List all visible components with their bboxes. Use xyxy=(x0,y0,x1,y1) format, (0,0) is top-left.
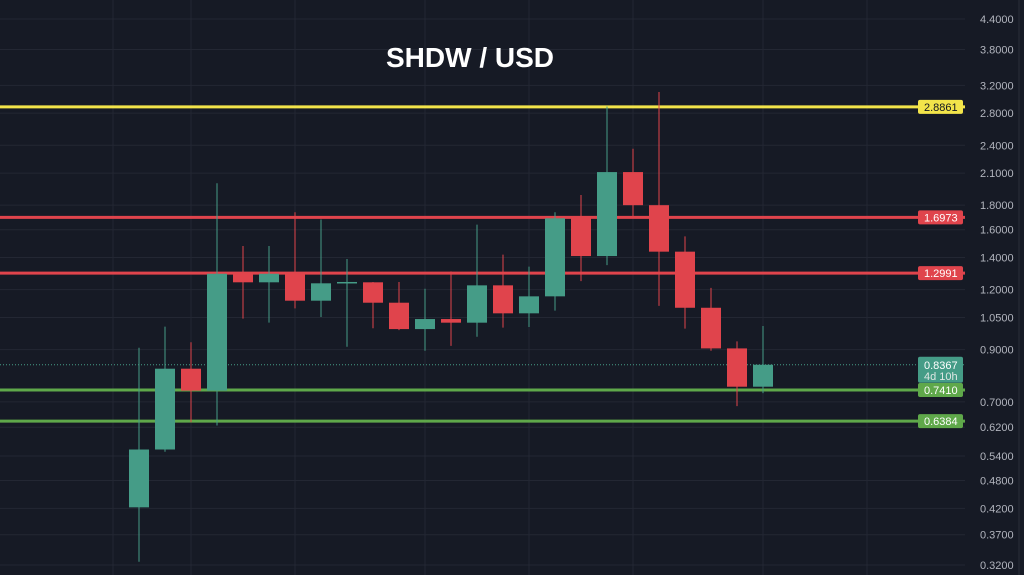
y-tick-label: 1.2000 xyxy=(980,285,1014,297)
y-tick-label: 3.8000 xyxy=(980,45,1014,57)
candle-up xyxy=(545,212,565,311)
candle-up xyxy=(337,259,357,347)
candle-body xyxy=(597,172,617,257)
candle-body xyxy=(233,273,253,283)
y-tick-label: 4.4000 xyxy=(980,14,1014,26)
candle-body xyxy=(701,307,721,349)
candle-body xyxy=(155,368,175,450)
candle-body xyxy=(129,449,149,508)
candle-body xyxy=(519,296,539,314)
countdown-label: 4d 10h xyxy=(924,371,958,383)
candle-body xyxy=(259,273,279,283)
candle-body xyxy=(207,273,227,391)
y-tick-label: 0.3700 xyxy=(980,530,1014,542)
candle-body xyxy=(675,251,695,308)
candle-body xyxy=(441,319,461,323)
candle-body xyxy=(493,285,513,314)
candle-body xyxy=(571,218,591,257)
candle-up xyxy=(519,266,539,327)
level-label: 0.7410 xyxy=(924,385,958,397)
candle-up xyxy=(129,347,149,562)
candle-body xyxy=(337,281,357,284)
candles xyxy=(129,91,773,562)
candle-down xyxy=(181,342,201,423)
level-label: 2.8861 xyxy=(924,102,958,114)
y-tick-label: 0.5400 xyxy=(980,451,1014,463)
candle-down xyxy=(727,341,747,407)
horizontal-levels xyxy=(0,105,965,423)
y-tick-label: 2.4000 xyxy=(980,140,1014,152)
candle-down xyxy=(389,281,409,331)
candle-up xyxy=(753,325,773,394)
level-label-bg xyxy=(918,99,963,114)
level-label-bg xyxy=(918,383,963,398)
y-tick-label: 2.8000 xyxy=(980,108,1014,120)
level-label-bg xyxy=(918,414,963,429)
y-tick-label: 1.0500 xyxy=(980,312,1014,324)
chart-title: SHDW / USD xyxy=(386,42,554,73)
candle-body xyxy=(623,172,643,206)
candle-down xyxy=(649,91,669,306)
candle-body xyxy=(467,285,487,323)
candle-body xyxy=(727,348,747,387)
y-tick-label: 0.4800 xyxy=(980,476,1014,488)
candle-up xyxy=(259,245,279,323)
candle-down xyxy=(233,245,253,319)
price-axis[interactable]: 4.4000 3.8000 3.2000 2.8000 2.4000 2.1000 1.80… xyxy=(980,14,1014,572)
level-label: 1.2991 xyxy=(924,268,958,280)
candle-up xyxy=(155,326,175,452)
last-price-label: 0.8367 xyxy=(924,360,958,372)
candle-down xyxy=(701,287,721,351)
candle-down xyxy=(441,271,461,346)
y-tick-label: 1.8000 xyxy=(980,200,1014,212)
y-tick-label: 0.6200 xyxy=(980,422,1014,434)
candle-body xyxy=(389,302,409,330)
candle-body xyxy=(363,282,383,303)
level-label: 1.6973 xyxy=(924,212,958,224)
candle-up xyxy=(415,288,435,351)
candle-body xyxy=(753,364,773,387)
candle-down xyxy=(493,254,513,328)
y-tick-label: 0.4200 xyxy=(980,503,1014,515)
y-tick-label: 1.6000 xyxy=(980,225,1014,237)
candle-up xyxy=(207,183,227,426)
candle-body xyxy=(285,273,305,301)
candle-body xyxy=(181,368,201,391)
grid xyxy=(0,0,965,575)
level-label: 0.6384 xyxy=(924,416,958,428)
candle-down xyxy=(571,195,591,282)
y-tick-label: 0.7000 xyxy=(980,397,1014,409)
candle-down xyxy=(675,236,695,329)
candle-body xyxy=(649,205,669,252)
candle-body xyxy=(311,283,331,301)
candle-down xyxy=(285,212,305,309)
level-label-bg xyxy=(918,210,963,225)
candle-down xyxy=(363,281,383,329)
y-tick-label: 1.4000 xyxy=(980,253,1014,265)
candle-body xyxy=(545,218,565,297)
last-price-label-bg xyxy=(918,356,963,383)
level-label-bg xyxy=(918,266,963,281)
y-tick-label: 3.2000 xyxy=(980,80,1014,92)
candle-down xyxy=(623,148,643,218)
candle-up xyxy=(311,219,331,318)
candle-body xyxy=(415,319,435,330)
y-tick-label: 0.3200 xyxy=(980,560,1014,572)
candle-up xyxy=(467,224,487,337)
y-tick-label: 0.9000 xyxy=(980,345,1014,357)
candle-up xyxy=(597,106,617,266)
y-tick-label: 2.1000 xyxy=(980,168,1014,180)
